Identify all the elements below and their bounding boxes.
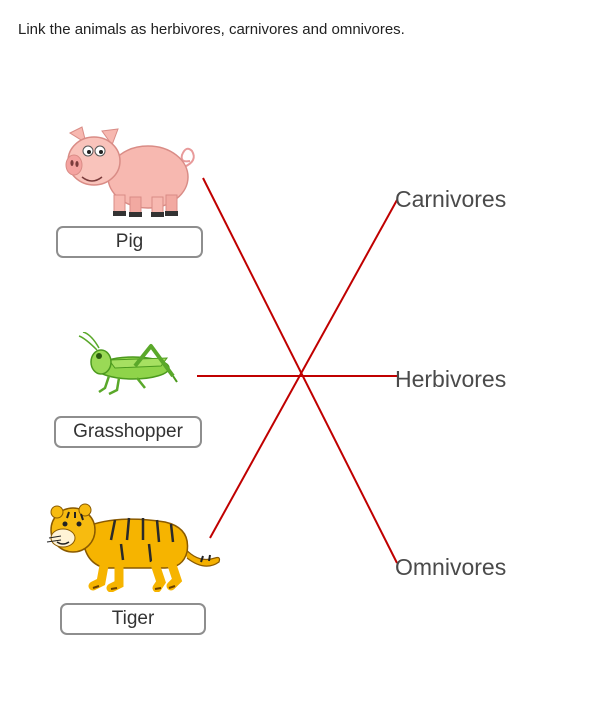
category-carnivores[interactable]: Carnivores — [395, 186, 507, 212]
grasshopper-icon — [78, 332, 178, 396]
tiger-icon — [46, 503, 221, 592]
link-line-tiger-carnivores[interactable] — [209, 199, 398, 539]
category-omnivores[interactable]: Omnivores — [395, 554, 507, 580]
animal-label-pig[interactable]: Pig — [56, 226, 203, 258]
link-line-pig-omnivores[interactable] — [202, 177, 398, 564]
pig-icon — [65, 126, 195, 217]
animal-label-grasshopper[interactable]: Grasshopper — [54, 416, 202, 448]
animal-label-tiger[interactable]: Tiger — [60, 603, 206, 635]
instruction-text: Link the animals as herbivores, carnivor… — [18, 21, 405, 38]
category-herbivores[interactable]: Herbivores — [395, 366, 507, 392]
